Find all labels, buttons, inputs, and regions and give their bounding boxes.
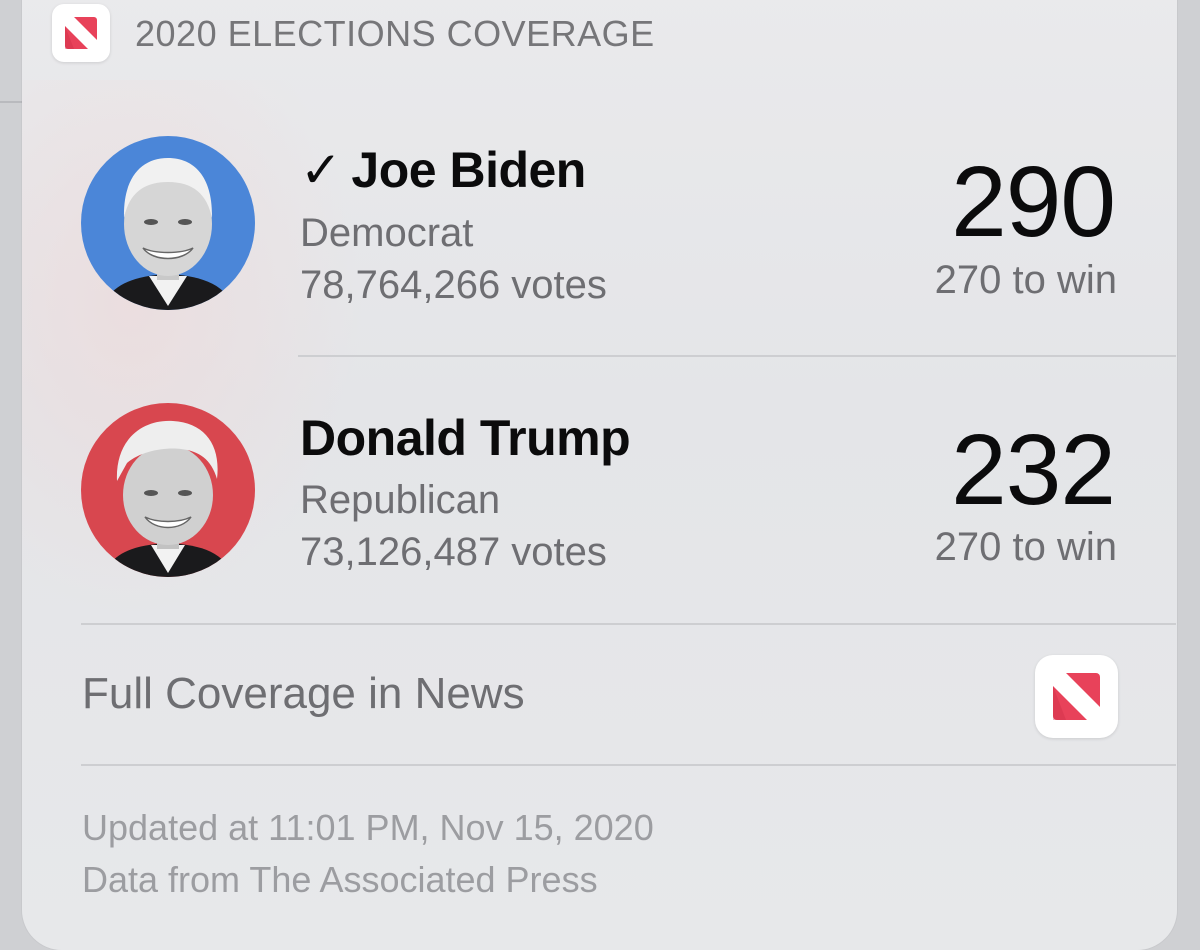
apple-news-icon[interactable] — [1035, 655, 1118, 738]
widget-title: 2020 ELECTIONS COVERAGE — [135, 13, 655, 54]
candidate-party-trump: Republican — [300, 478, 501, 522]
row-divider — [298, 355, 1176, 357]
candidate-votes-trump: 73,126,487 votes — [300, 530, 607, 574]
background-separator — [0, 101, 30, 103]
to-win-label-biden: 270 to win — [934, 258, 1117, 302]
to-win-label-trump: 270 to win — [934, 525, 1117, 569]
updated-timestamp: Updated at 11:01 PM, Nov 15, 2020 — [82, 807, 654, 848]
footer-divider — [81, 764, 1176, 766]
section-divider — [81, 623, 1176, 625]
electoral-count-biden: 290 — [951, 146, 1116, 258]
candidate-party-biden: Democrat — [300, 211, 474, 255]
winner-check-icon: ✓ — [300, 142, 342, 198]
candidate-name-biden: ✓ Joe Biden — [300, 142, 586, 198]
candidate-avatar-trump — [81, 403, 255, 577]
electoral-count-trump: 232 — [951, 414, 1116, 526]
candidate-votes-biden: 78,764,266 votes — [300, 263, 607, 307]
candidate-name-trump: Donald Trump — [300, 410, 631, 466]
apple-news-icon — [52, 4, 110, 62]
data-source: Data from The Associated Press — [82, 859, 598, 900]
candidate-avatar-biden — [81, 136, 255, 310]
full-coverage-link[interactable]: Full Coverage in News — [82, 669, 525, 718]
